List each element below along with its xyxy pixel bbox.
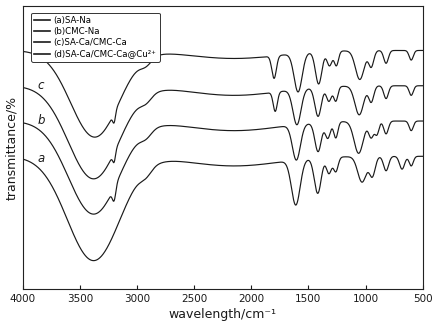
- Legend: (a)SA-Na, (b)CMC-Na, (c)SA-Ca/CMC-Ca, (d)SA-Ca/CMC-Ca@Cu²⁺: (a)SA-Na, (b)CMC-Na, (c)SA-Ca/CMC-Ca, (d…: [31, 13, 160, 62]
- Text: d: d: [38, 41, 45, 54]
- Text: a: a: [38, 152, 45, 165]
- Text: c: c: [38, 79, 44, 92]
- Text: b: b: [38, 114, 45, 127]
- Y-axis label: transmittance/%: transmittance/%: [6, 95, 18, 199]
- X-axis label: wavelength/cm⁻¹: wavelength/cm⁻¹: [169, 308, 277, 321]
